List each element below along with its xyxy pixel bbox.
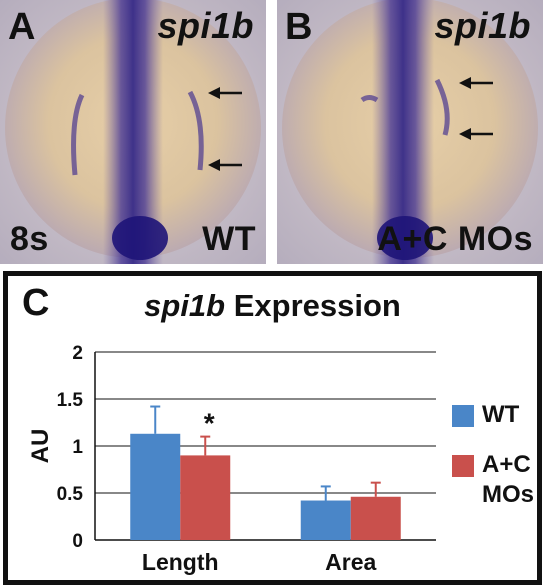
stage-label: 8s (10, 220, 49, 258)
legend-label-mo: A+C MOs (482, 451, 535, 508)
y-tick-label: 0.5 (57, 484, 84, 505)
y-tick-label: 2 (72, 343, 83, 364)
bar-chart: 0 0.5 1 1.5 2 AU * Length Area (27, 343, 436, 575)
arrow-icon (208, 159, 242, 171)
legend-label-wt: WT (482, 401, 520, 428)
bar-length-wt (130, 433, 181, 540)
x-tick-label: Length (142, 549, 219, 575)
legend-item-mo: A+C MOs (452, 450, 543, 510)
bar-length-mo (180, 455, 231, 540)
y-tick-label: 1 (72, 437, 83, 458)
y-tick-label: 1.5 (57, 390, 84, 411)
bar-area-mo (350, 496, 401, 540)
significance-marker: * (204, 408, 215, 439)
legend-swatch-wt (452, 405, 474, 427)
arrow-icon (459, 77, 493, 89)
condition-label-b: A+C MOs (377, 220, 533, 258)
embryo-image-b: B spi1b A+C MOs (277, 0, 543, 264)
bar-area-wt (300, 500, 351, 540)
x-tick-label: Area (325, 549, 376, 575)
embryo-image-a: A spi1b 8s WT (0, 0, 266, 264)
arrow-icon (459, 128, 493, 140)
panel-letter-b: B (285, 6, 313, 48)
embryo-illustration-b (282, 0, 538, 264)
chart-title-gene: spi1b (144, 288, 226, 323)
legend-swatch-mo (452, 455, 474, 477)
gene-label-a: spi1b (157, 5, 254, 46)
y-tick-label: 0 (72, 531, 83, 552)
gene-label-b: spi1b (434, 5, 531, 46)
legend-item-wt: WT (452, 400, 543, 430)
chart-title-rest: Expression (233, 288, 401, 323)
arrow-icon (208, 87, 242, 99)
embryo-illustration-a (5, 0, 261, 264)
chart-panel: C spi1b Expression 0 0.5 1 1.5 2 AU * Length Are… (3, 271, 542, 585)
condition-label-a: WT (202, 220, 256, 258)
panel-letter-c: C (22, 282, 50, 324)
panel-letter-a: A (8, 6, 36, 48)
y-axis-label: AU (27, 429, 54, 464)
chart-title: spi1b Expression (8, 288, 537, 324)
